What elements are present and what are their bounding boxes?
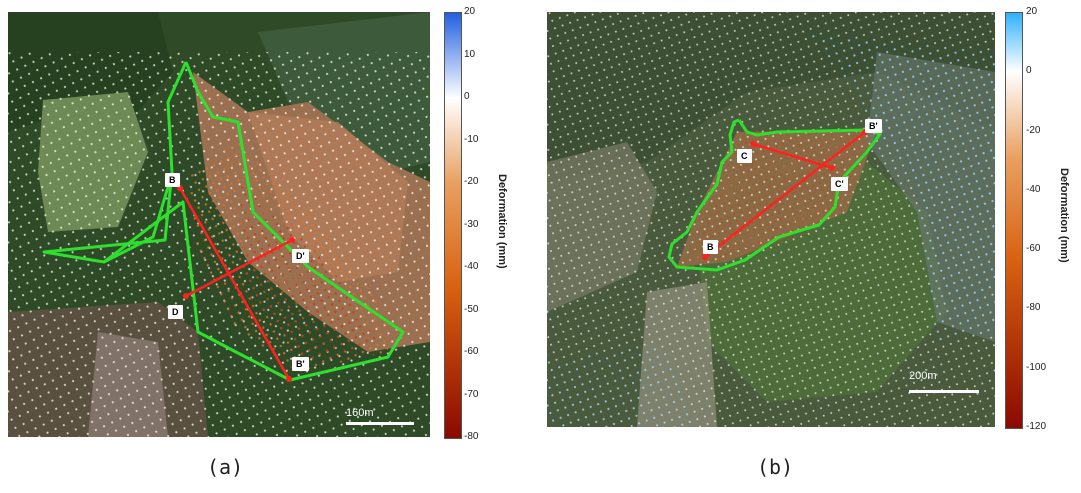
boundary-branch [103, 186, 170, 264]
scale-bar-b [909, 390, 979, 393]
profile-c-c-prime [752, 142, 833, 170]
caption-b: (b) [757, 455, 794, 479]
uplift-points-lower [547, 342, 697, 427]
label-b-prime: B' [865, 119, 882, 133]
label-d: D [168, 305, 183, 319]
scale-label-b: 200m [909, 370, 937, 382]
point-c [750, 141, 756, 147]
uplift-points [807, 32, 995, 342]
colorbar-tick-label: -60 [1026, 243, 1041, 255]
colorbar-tick-label: 0 [1026, 65, 1032, 77]
profile-b-b-prime [178, 187, 291, 380]
point-d-prime [289, 237, 295, 243]
profile-b-b-prime [704, 131, 866, 258]
caption-a: (a) [207, 455, 244, 479]
map-a: B D' D B' 160m [8, 12, 430, 437]
colorbar-tick-label: -10 [464, 133, 479, 145]
point-b [702, 254, 708, 260]
subsiding-points [687, 130, 867, 262]
label-b-prime: B' [292, 357, 309, 371]
scale-bar-a [346, 422, 414, 425]
colorbar-tick-label: 20 [464, 6, 476, 17]
colorbar-tick-label: -40 [1026, 183, 1041, 195]
map-b-svg [547, 12, 995, 427]
colorbar-tick-label: -50 [464, 303, 479, 315]
label-d-prime: D' [292, 249, 309, 263]
colorbar-tick-label: -80 [464, 431, 479, 442]
label-b: B [703, 240, 718, 254]
colorbar-tick-label: 20 [1026, 6, 1038, 17]
colorbar-tick-label: 10 [464, 48, 476, 60]
label-c: C [737, 149, 752, 163]
point-d [183, 293, 189, 299]
colorbar-tick-label: -30 [464, 218, 479, 230]
colorbar-tick-label: -100 [1026, 361, 1047, 373]
colorbar-tick-label: -80 [1026, 302, 1041, 314]
colorbar-tick-label: -20 [1026, 124, 1041, 136]
label-c-prime: C' [831, 177, 848, 191]
colorbar-tick-label: -20 [464, 176, 479, 187]
landslide-boundary [42, 61, 405, 382]
point-b-prime [286, 376, 292, 382]
strong-subsiding-points [238, 182, 378, 362]
profile-d-d-prime [185, 238, 293, 298]
colorbar-tick-label: -70 [464, 388, 479, 400]
map-b: B' C C' B 200m [547, 12, 995, 427]
point-c-prime [829, 165, 835, 171]
scale-label-a: 160m [346, 407, 374, 419]
colorbar-tick-label: 0 [464, 91, 470, 102]
colorbar-b-title: Deformation (mm) [1058, 168, 1070, 263]
colorbar-a [444, 12, 462, 439]
label-b: B [165, 173, 180, 187]
colorbar-a-title: Deformation (mm) [496, 174, 508, 269]
colorbar-tick-label: -40 [464, 261, 479, 272]
map-a-svg [8, 12, 430, 437]
colorbar-tick-label: -60 [464, 346, 479, 357]
colorbar-b [1005, 12, 1023, 429]
colorbar-tick-label: -120 [1026, 421, 1047, 432]
